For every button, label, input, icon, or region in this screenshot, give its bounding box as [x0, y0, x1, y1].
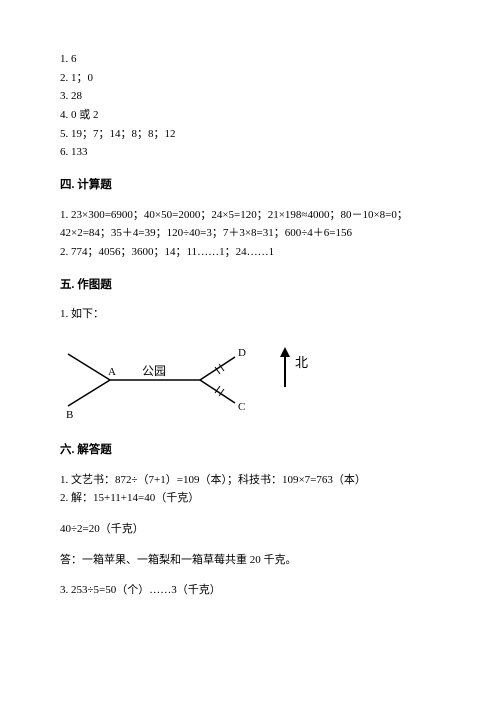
answer-line: 6. 133: [60, 143, 440, 162]
section6-body: 1. 文艺书：872÷（7+1）=109（本）；科技书：109×7=763（本）…: [60, 471, 440, 600]
answer-line: 4. 0 或 2: [60, 106, 440, 125]
section5-body: 1. 如下： A B C D 公园: [60, 305, 440, 427]
section4-body: 1. 23×300=6900；40×50=2000；24×5=120；21×19…: [60, 206, 440, 262]
answer-text-line: 答：一箱苹果、一箱梨和一箱草莓共重 20 千克。: [60, 551, 440, 570]
label-north: 北: [295, 355, 308, 370]
drawing-intro: 1. 如下：: [60, 305, 440, 324]
label-D: D: [238, 347, 246, 359]
label-B: B: [66, 409, 73, 421]
label-A: A: [108, 366, 116, 378]
calc-line: 42×2=84；35＋4=39；120÷40=3；7＋3×8=31；600÷4＋…: [60, 224, 440, 243]
page: 1. 6 2. 1；0 3. 28 4. 0 或 2 5. 19；7；14；8；…: [0, 0, 500, 640]
solve-line: 2. 解：15+11+14=40（千克）: [60, 489, 440, 508]
solve-line: 40÷2=20（千克）: [60, 520, 440, 539]
diagram-block: A B C D 公园 北: [60, 332, 440, 427]
calc-line: 1. 23×300=6900；40×50=2000；24×5=120；21×19…: [60, 206, 440, 225]
answer-line: 3. 28: [60, 87, 440, 106]
north-arrow-icon: [280, 347, 290, 357]
answer-line: 2. 1；0: [60, 69, 440, 88]
section4-title: 四. 计算题: [60, 176, 440, 196]
section6-title: 六. 解答题: [60, 441, 440, 461]
calc-line: 2. 774；4056；3600；14；11……1；24……1: [60, 243, 440, 262]
label-park: 公园: [142, 364, 166, 378]
section5-title: 五. 作图题: [60, 276, 440, 296]
answer-line: 1. 6: [60, 50, 440, 69]
solve-line: 3. 253÷5=50（个）……3（千克）: [60, 581, 440, 600]
solve-line: 1. 文艺书：872÷（7+1）=109（本）；科技书：109×7=763（本）: [60, 471, 440, 490]
top-answers-block: 1. 6 2. 1；0 3. 28 4. 0 或 2 5. 19；7；14；8；…: [60, 50, 440, 162]
answer-line: 5. 19；7；14；8；8；12: [60, 125, 440, 144]
park-diagram: A B C D 公园 北: [60, 332, 320, 427]
label-C: C: [238, 401, 245, 413]
